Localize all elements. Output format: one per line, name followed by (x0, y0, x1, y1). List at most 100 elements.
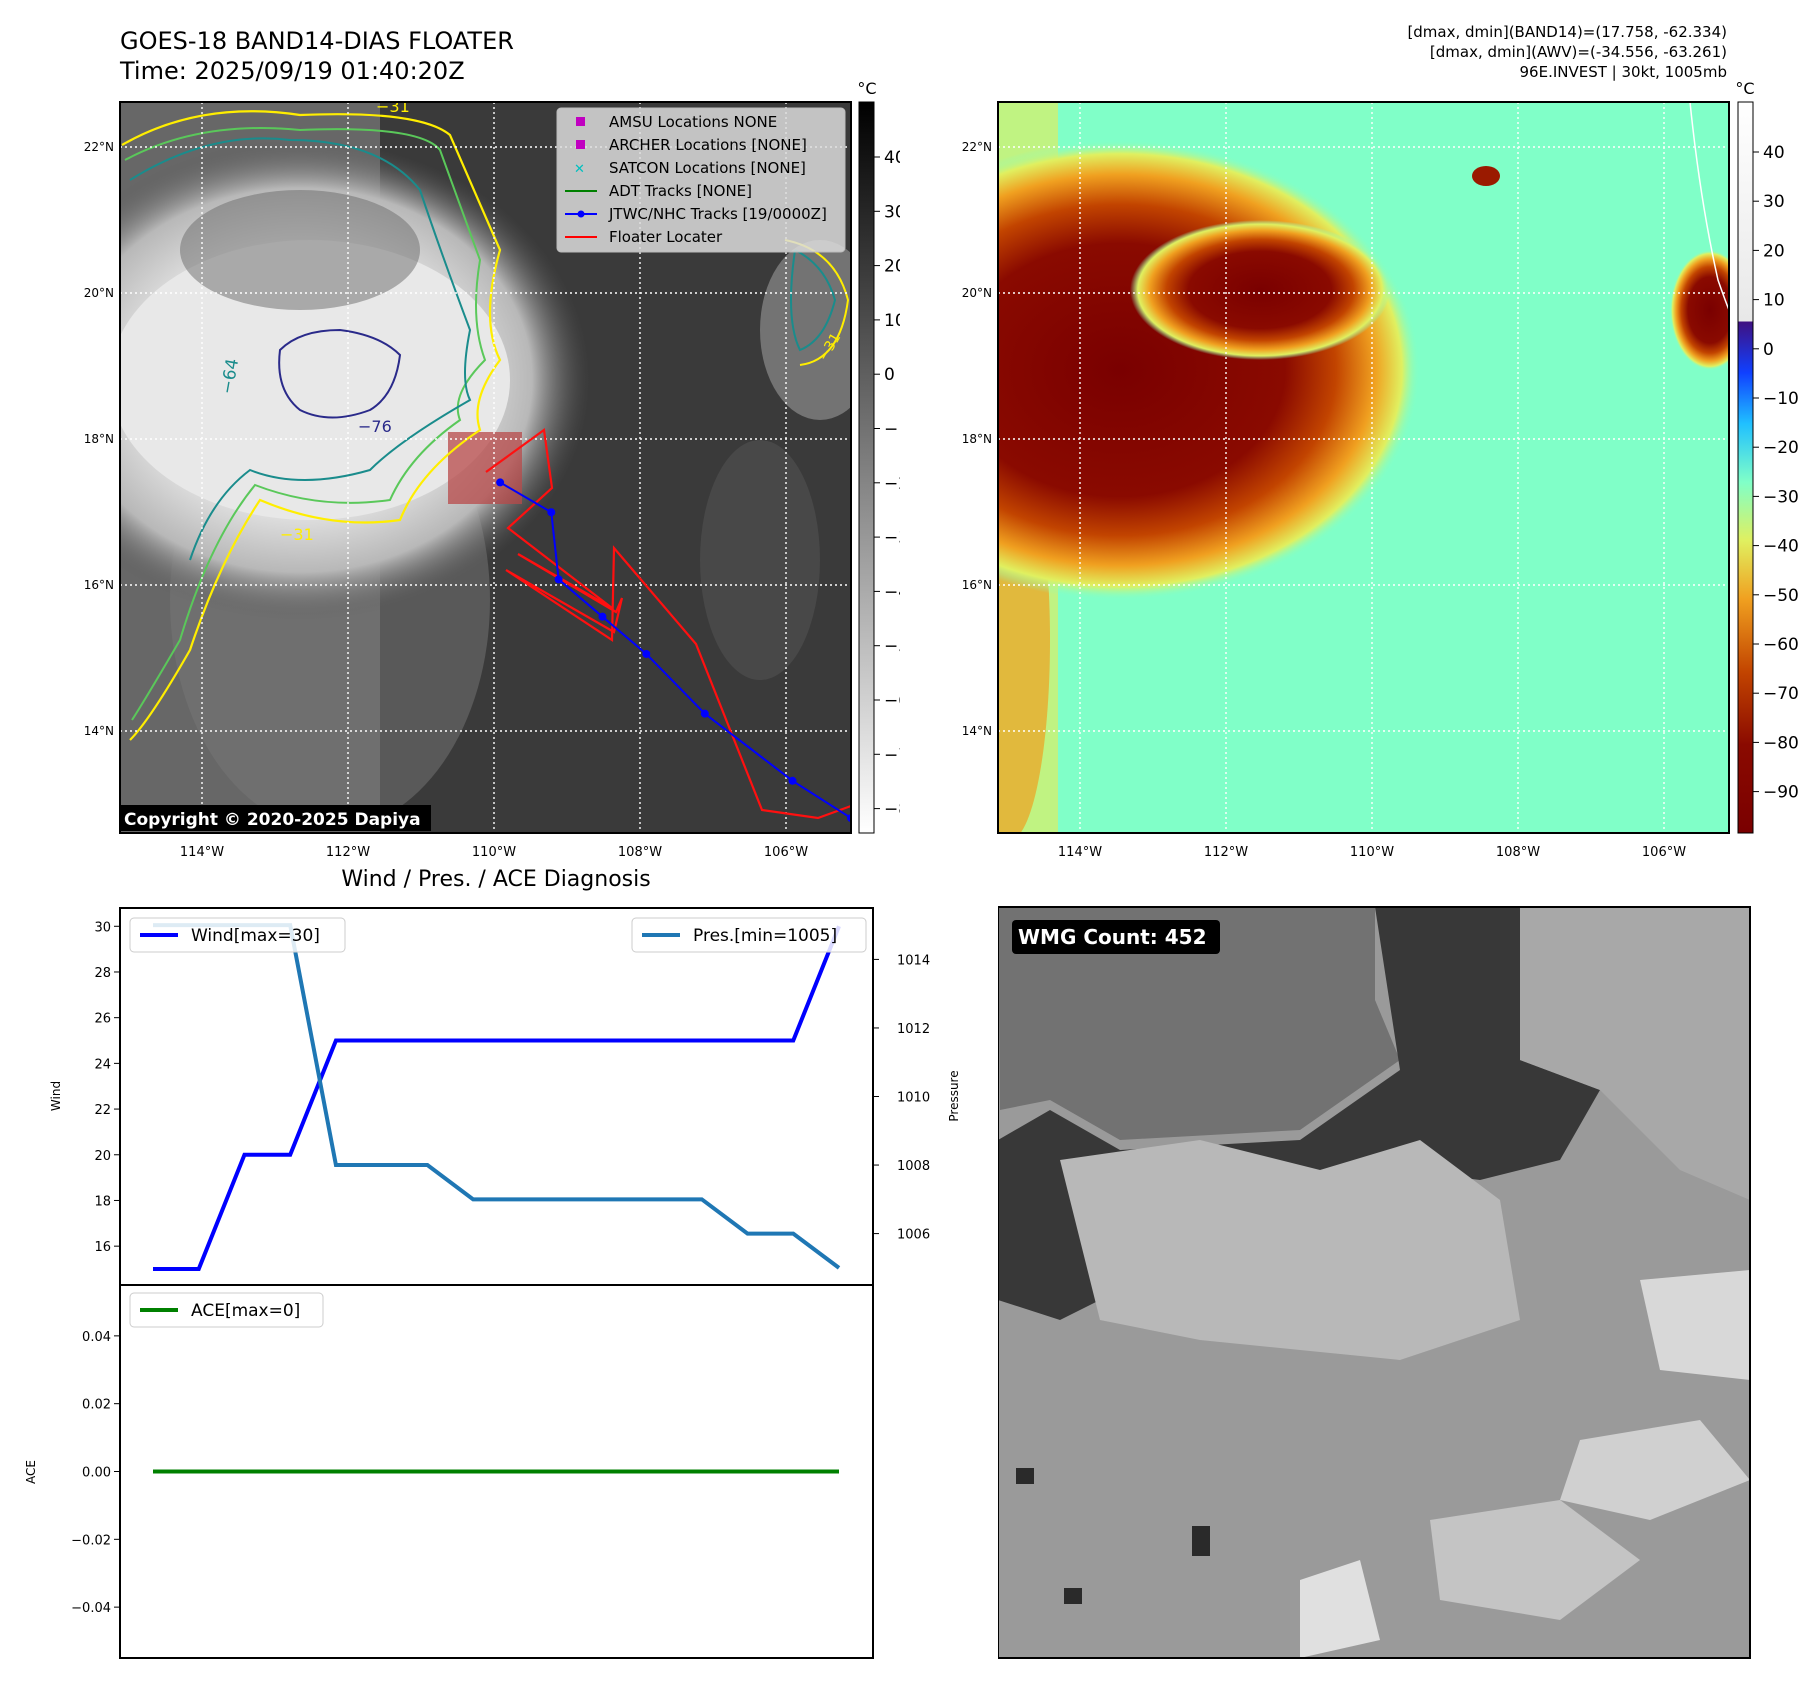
wind-tick-label: 22 (94, 1103, 111, 1118)
pressure-axis-label: Pressure (947, 1070, 960, 1121)
pressure-tick-label: 1012 (897, 1022, 930, 1037)
lon-label: 106°W (764, 845, 808, 860)
wind-line (153, 925, 841, 1272)
storm-info: 96E.INVEST | 30kt, 1005mb (1519, 63, 1728, 81)
colorbar-tick-label: 30 (1763, 192, 1785, 212)
colorbar-tick-label: 10 (1763, 291, 1785, 311)
lat-label: 20°N (84, 286, 114, 300)
wind-tick-label: 28 (94, 966, 111, 981)
wind-tick-label: 24 (94, 1057, 111, 1072)
colorbar-tick-label: 30 (884, 202, 900, 222)
ace-tick-label: 0.04 (82, 1330, 111, 1345)
colorbar-tick-label: 0 (1763, 340, 1774, 360)
wind-axis-label: Wind (49, 1081, 63, 1111)
awv-colorbar-unit: °C (1735, 80, 1754, 98)
amsu-marker (576, 117, 585, 126)
lat-label: 16°N (962, 578, 992, 592)
colorbar-tick-label: −50 (884, 637, 900, 657)
ace-chart: −0.04 −0.02 0.00 0.02 0.04 ACE ACE[max=0] (24, 1284, 874, 1659)
figure-time: Time: 2025/09/19 01:40:20Z (120, 57, 465, 85)
colorbar-tick-label: −90 (1763, 783, 1799, 803)
lat-label: 14°N (962, 724, 992, 738)
wmg-image (998, 907, 1750, 1658)
colorbar-tick-label: −60 (884, 691, 900, 711)
colorbar-tick-label: −10 (1763, 389, 1799, 409)
lon-label: 106°W (1642, 845, 1686, 860)
lon-label: 108°W (618, 845, 662, 860)
colorbar-tick-label: 0 (884, 365, 895, 385)
legend-item: AMSU Locations NONE (609, 113, 777, 131)
lat-label: 22°N (84, 140, 114, 154)
awv-colorbar-ticks: 40 30 20 10 0 −10 −20 −30 −40 −50 −60 −70 −80 −90 (1753, 143, 1799, 803)
legend-item: JTWC/NHC Tracks [19/0000Z] (608, 205, 827, 223)
colorbar-tick-label: −60 (1763, 635, 1799, 655)
dmax-awv: [dmax, dmin](AWV)=(-34.556, -63.261) (1429, 43, 1727, 61)
wmg-frame (998, 906, 1751, 1659)
lat-label: 16°N (84, 578, 114, 592)
lon-label: 114°W (180, 845, 224, 860)
track-point (598, 612, 607, 621)
legend-item: ADT Tracks [NONE] (609, 182, 752, 200)
lon-label: 110°W (1350, 845, 1394, 860)
ir-map-panel: −31 −64 −76 −31 −31 AMSU Locations NONE … (84, 80, 900, 860)
ir-colorbar-unit: °C (857, 80, 876, 98)
ir-colorbar (858, 101, 875, 834)
pressure-tick-label: 1008 (897, 1159, 930, 1174)
wind-legend-label: Wind[max=30] (191, 926, 320, 946)
wind-legend (129, 917, 346, 953)
dmax-band14: [dmax, dmin](BAND14)=(17.758, -62.334) (1407, 23, 1727, 41)
contour-label: −31 (376, 97, 410, 116)
wind-plot-frame (119, 907, 874, 1286)
archer-marker (576, 140, 585, 149)
lon-label: 108°W (1496, 845, 1540, 860)
colorbar-tick-label: −70 (1763, 684, 1799, 704)
copyright-text: Copyright © 2020-2025 Dapiya (124, 810, 421, 830)
colorbar-tick-label: −30 (1763, 487, 1799, 507)
lon-label: 114°W (1058, 845, 1102, 860)
lat-label: 18°N (84, 432, 114, 446)
ir-image: −31 −64 −76 −31 −31 (120, 97, 851, 833)
track-point (554, 575, 563, 584)
lat-label: 18°N (962, 432, 992, 446)
lon-label: 112°W (1204, 845, 1248, 860)
colorbar-tick-label: 20 (1763, 241, 1785, 261)
awv-colorbar (1737, 101, 1754, 834)
wind-tick-label: 16 (94, 1240, 111, 1255)
satcon-marker: ✕ (574, 162, 585, 177)
colorbar-tick-label: 40 (884, 148, 900, 168)
diagnosis-title: Wind / Pres. / ACE Diagnosis (341, 867, 650, 892)
diagnosis-panel: Wind / Pres. / ACE Diagnosis 16 18 20 22 24 2… (24, 867, 960, 1659)
legend-item: Floater Locater (609, 228, 723, 246)
colorbar-tick-label: −40 (1763, 537, 1799, 557)
figure-title: GOES-18 BAND14-DIAS FLOATER (120, 27, 514, 55)
awv-map-panel: 22°N 20°N 18°N 16°N 14°N 114°W 112°W 110… (962, 80, 1799, 860)
awv-image (998, 102, 1729, 833)
ir-legend: AMSU Locations NONE ARCHER Locations [NO… (556, 107, 846, 253)
ir-colorbar-ticks: 40 30 20 10 0 −10 −20 −30 −40 −50 −60 −70 −80 (874, 148, 900, 820)
wind-pressure-chart: 16 18 20 22 24 26 28 30 1006 1008 1010 1012 1014 Wind… (49, 907, 960, 1286)
colorbar-tick-label: 20 (884, 257, 900, 277)
awv-map-frame (997, 101, 1730, 834)
contour-label: −76 (358, 417, 392, 436)
colorbar-tick-label: −50 (1763, 586, 1799, 606)
ace-tick-label: 0.00 (82, 1466, 111, 1481)
ace-tick-label: 0.02 (82, 1398, 111, 1413)
colorbar-tick-label: −20 (884, 474, 900, 494)
floater-locater-track (485, 428, 851, 820)
ace-legend-label: ACE[max=0] (191, 1301, 300, 1321)
wind-tick-label: 18 (94, 1194, 111, 1209)
wind-tick-label: 20 (94, 1149, 111, 1164)
lat-label: 14°N (84, 724, 114, 738)
wmg-panel: WMG Count: 452 (998, 906, 1751, 1659)
ace-tick-label: −0.02 (71, 1533, 111, 1548)
ace-legend (129, 1292, 324, 1328)
track-point (547, 508, 556, 517)
legend-item: ARCHER Locations [NONE] (609, 136, 807, 154)
colorbar-tick-label: −30 (884, 528, 900, 548)
copyright-box (120, 805, 431, 831)
wmg-count-box (1012, 920, 1220, 954)
lon-label: 112°W (326, 845, 370, 860)
wmg-count: WMG Count: 452 (1018, 925, 1207, 949)
colorbar-tick-label: −20 (1763, 438, 1799, 458)
pressure-tick-label: 1006 (897, 1228, 930, 1243)
